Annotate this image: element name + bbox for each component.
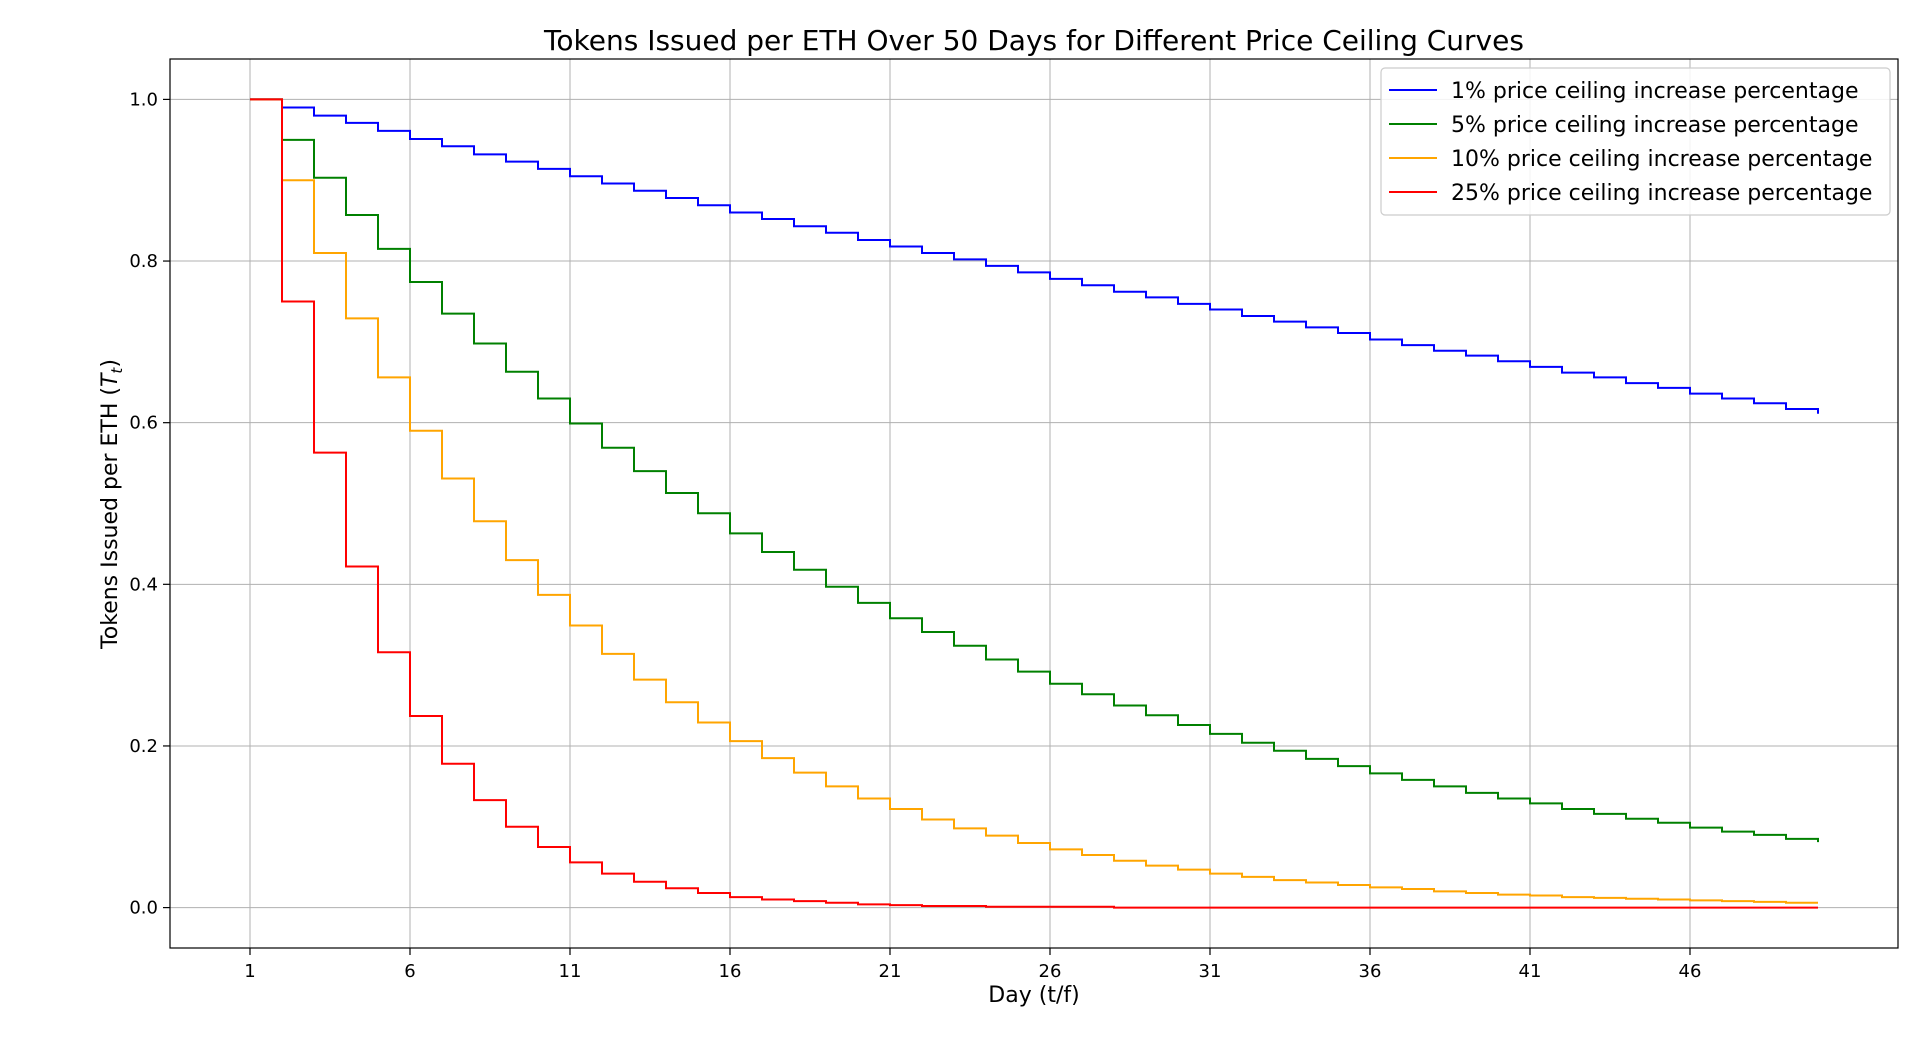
x-tick-label: 1 (244, 961, 255, 982)
legend-label: 5% price ceiling increase percentage (1451, 113, 1858, 138)
legend-label: 10% price ceiling increase percentage (1451, 147, 1872, 172)
y-axis-label-symbol: T (98, 372, 123, 387)
legend-box (1380, 67, 1891, 216)
y-axis: 0.0 0.2 0.4 0.6 0.8 1.0 (129, 89, 170, 919)
y-tick-label: 1.0 (129, 89, 158, 110)
x-tick-label: 36 (1359, 961, 1382, 982)
y-tick-label: 0.0 (129, 898, 158, 919)
y-tick-label: 0.2 (129, 736, 158, 757)
chart-title: Tokens Issued per ETH Over 50 Days for D… (543, 24, 1524, 57)
x-axis: 1 6 11 16 21 26 31 36 41 46 (244, 948, 1701, 982)
y-tick-label: 0.8 (129, 251, 158, 272)
y-axis-label: Tokens Issued per ETH (Tt) (98, 359, 126, 650)
y-axis-label-subscript: t (108, 367, 126, 374)
x-tick-label: 6 (404, 961, 415, 982)
x-tick-label: 31 (1199, 961, 1222, 982)
x-tick-label: 26 (1039, 961, 1062, 982)
legend-label: 25% price ceiling increase percentage (1451, 181, 1872, 206)
y-tick-label: 0.6 (129, 413, 158, 434)
legend-label: 1% price ceiling increase percentage (1451, 79, 1858, 104)
x-tick-label: 41 (1519, 961, 1542, 982)
series-line-4 (250, 98, 1818, 909)
series-layer (250, 98, 1819, 909)
x-tick-label: 21 (879, 961, 902, 982)
series-line-2 (250, 98, 1819, 843)
legend: 1% price ceiling increase percentage 5% p… (1380, 67, 1891, 216)
x-tick-label: 16 (719, 961, 742, 982)
x-tick-label: 46 (1679, 961, 1702, 982)
y-tick-label: 0.4 (129, 574, 158, 595)
x-tick-label: 11 (559, 961, 582, 982)
plot-frame (169, 58, 1899, 949)
x-axis-label: Day (t/f) (988, 983, 1079, 1008)
series-line-3 (250, 98, 1818, 904)
y-axis-label-main: Tokens Issued per ETH ( (98, 387, 123, 650)
y-axis-label-close: ) (98, 359, 123, 368)
series-line-1 (250, 98, 1819, 414)
